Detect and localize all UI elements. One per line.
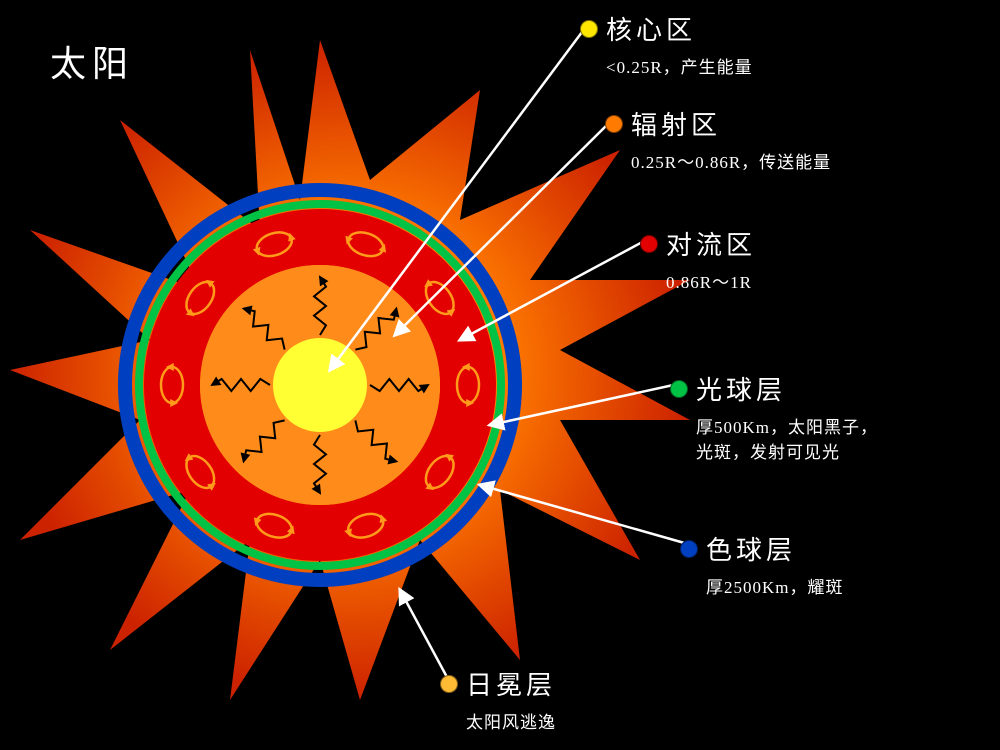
sun-structure-diagram: 太阳 核心区 <0.25R，产生能量辐射区 0.25R～0.86R，传送能量对流区 0…: [0, 0, 1000, 750]
label-desc: 0.86R～1R: [666, 268, 756, 293]
diagram-title: 太阳: [50, 35, 134, 87]
label-desc: 0.25R～0.86R，传送能量: [631, 148, 831, 173]
legend-dot: [670, 380, 688, 398]
label-desc: 太阳风逃逸: [466, 708, 556, 733]
label-photosphere: 光球层厚500Km，太阳黑子，光斑，发射可见光: [670, 370, 878, 463]
label-radiation: 辐射区 0.25R～0.86R，传送能量: [605, 105, 831, 173]
label-convection: 对流区 0.86R～1R: [640, 225, 756, 293]
label-name: 核心区: [606, 10, 696, 47]
legend-dot: [440, 675, 458, 693]
label-desc: 厚2500Km，耀斑: [706, 573, 844, 598]
label-name: 日冕层: [466, 665, 556, 702]
label-name: 色球层: [706, 530, 796, 567]
label-name: 辐射区: [631, 105, 721, 142]
legend-dot: [640, 235, 658, 253]
label-core: 核心区 <0.25R，产生能量: [580, 10, 753, 78]
label-desc: 厚500Km，太阳黑子，光斑，发射可见光: [696, 413, 878, 463]
legend-dot: [605, 115, 623, 133]
core: [273, 338, 367, 432]
legend-dot: [680, 540, 698, 558]
label-name: 对流区: [666, 225, 756, 262]
legend-dot: [580, 20, 598, 38]
label-corona-label: 日冕层太阳风逃逸: [440, 665, 556, 733]
label-chromosphere: 色球层厚2500Km，耀斑: [680, 530, 844, 598]
label-name: 光球层: [696, 370, 786, 407]
label-desc: <0.25R，产生能量: [606, 53, 753, 78]
